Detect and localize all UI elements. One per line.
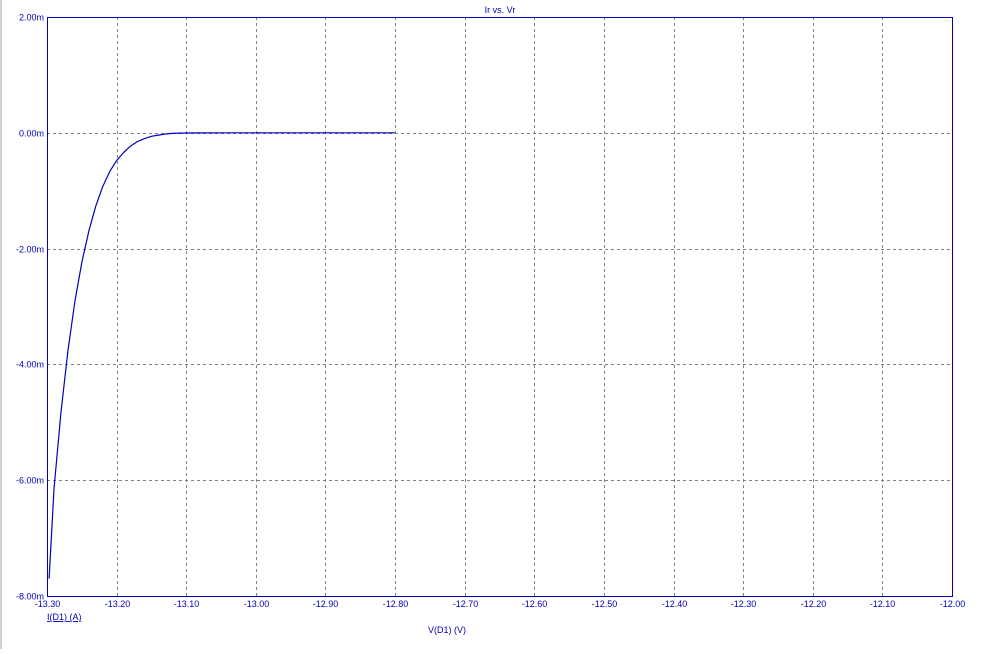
x-tick-label: -12.40: [662, 599, 688, 609]
series-line-0: [48, 132, 396, 579]
x-tick-label: -12.50: [592, 599, 618, 609]
x-tick-label: -13.30: [35, 599, 61, 609]
x-tick-label: -13.10: [174, 599, 200, 609]
plot-frame: [47, 17, 953, 597]
grid-layer: [47, 17, 952, 596]
x-tick-label: -12.70: [453, 599, 479, 609]
x-tick-label: -13.00: [244, 599, 270, 609]
y-tick-label: 0.00m: [19, 129, 44, 139]
x-tick-label: -12.90: [313, 599, 339, 609]
window-left-edge: [0, 0, 2, 649]
x-axis-label: V(D1) (V): [428, 625, 466, 635]
x-tick-label: -12.80: [383, 599, 409, 609]
series-legend-label[interactable]: I(D1) (A): [47, 612, 82, 622]
x-tick-label: -12.20: [801, 599, 827, 609]
x-tick-label: -12.60: [522, 599, 548, 609]
x-tick-label: -13.20: [105, 599, 131, 609]
series-layer: [48, 132, 396, 579]
y-tick-label: -6.00m: [16, 476, 44, 486]
x-tick-label: -12.30: [731, 599, 757, 609]
y-tick-label: -4.00m: [16, 360, 44, 370]
x-tick-label: -12.00: [940, 599, 966, 609]
y-tick-label: -8.00m: [16, 592, 44, 602]
label-layer: Ir vs. Vr V(D1) (V) I(D1) (A) -13.30 -13.…: [16, 5, 965, 635]
x-tick-label: -12.10: [870, 599, 896, 609]
axis-layer: [47, 17, 953, 597]
y-tick-label: 2.00m: [19, 13, 44, 23]
chart-title: Ir vs. Vr: [485, 5, 516, 15]
y-tick-label: -2.00m: [16, 245, 44, 255]
